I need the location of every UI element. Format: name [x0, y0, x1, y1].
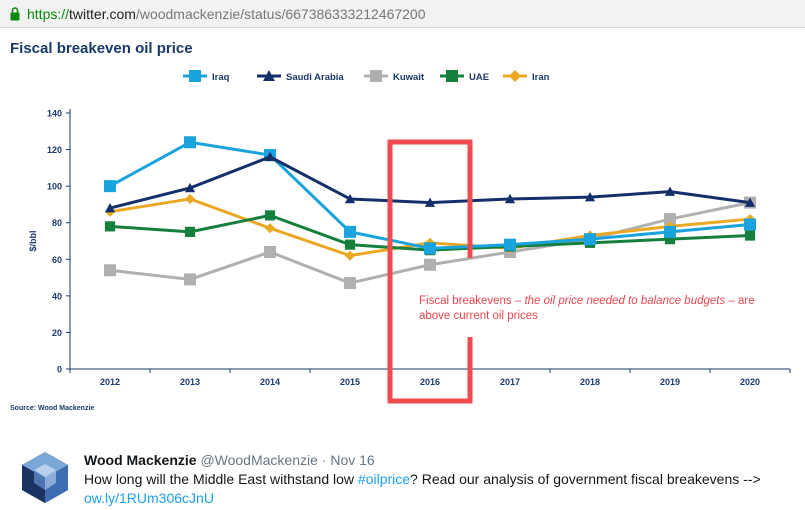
tweet-separator: · — [321, 452, 327, 468]
x-tick-label: 2018 — [580, 377, 600, 387]
data-point-uae — [664, 234, 676, 245]
chart-image: Fiscal breakeven oil price 0 20 40 60 80 100 1… — [0, 29, 805, 427]
y-axis-label: $/bbl — [28, 230, 38, 251]
data-point-kuwait — [664, 213, 676, 226]
tweet-header: Wood Mackenzie @WoodMackenzie · Nov 16 — [84, 452, 375, 468]
highlight-bracket — [387, 139, 473, 404]
y-tick-label: 60 — [52, 255, 62, 265]
url-text[interactable]: https://twitter.com/woodmackenzie/status… — [27, 6, 426, 22]
data-point-saudi-arabia — [504, 193, 516, 204]
data-point-kuwait — [104, 264, 116, 277]
data-point-iran — [184, 193, 196, 205]
data-point-saudi-arabia — [264, 151, 276, 162]
data-point-saudi-arabia — [664, 186, 676, 196]
data-point-saudi-arabia — [344, 193, 356, 204]
series-line-iraq — [109, 140, 751, 250]
tweet[interactable]: Wood Mackenzie @WoodMackenzie · Nov 16 H… — [0, 430, 805, 510]
url-path: /woodmackenzie/status/667386333212467200 — [135, 6, 426, 22]
data-point-iran — [264, 223, 276, 234]
data-point-iraq — [184, 136, 196, 149]
line-chart: 0 20 40 60 80 100 120 140 2012 2013 2014 2015 2016 20… — [28, 70, 791, 404]
source-note: Source: Wood Mackenzie — [10, 405, 95, 412]
data-point-iraq — [664, 225, 676, 238]
legend-label: UAE — [469, 72, 489, 83]
x-tick-label: 2012 — [100, 377, 120, 387]
legend-label: Iraq — [212, 72, 230, 83]
legend-marker — [189, 70, 201, 82]
data-point-iraq — [344, 225, 356, 238]
annotation-text: Fiscal breakevens – the oil price needed… — [419, 294, 779, 324]
y-tick-label: 0 — [57, 365, 62, 375]
x-tick-label: 2015 — [340, 377, 360, 387]
tweet-author-name[interactable]: Wood Mackenzie — [84, 452, 197, 468]
legend-label: Saudi Arabia — [286, 72, 344, 83]
x-tick-label: 2019 — [660, 377, 680, 387]
data-point-uae — [264, 210, 276, 221]
annotation-part-2: – are above current oil prices — [419, 295, 755, 322]
y-tick-label: 80 — [52, 218, 62, 228]
data-point-iraq — [424, 242, 436, 255]
legend-marker — [263, 70, 275, 81]
data-point-kuwait — [344, 277, 356, 290]
tweet-author-handle[interactable]: @WoodMackenzie — [200, 452, 318, 468]
annotation-italic: the oil price needed to balance budgets — [524, 295, 726, 307]
data-point-kuwait — [184, 273, 196, 286]
data-point-uae — [104, 221, 116, 232]
tweet-date[interactable]: Nov 16 — [330, 452, 375, 468]
x-tick-label: 2017 — [500, 377, 520, 387]
data-point-kuwait — [424, 258, 436, 271]
data-point-uae — [184, 226, 196, 237]
x-tick-label: 2016 — [420, 377, 440, 387]
data-point-iran — [344, 250, 356, 261]
data-point-saudi-arabia — [424, 197, 436, 207]
legend-marker — [370, 70, 382, 82]
tweet-text: How long will the Middle East withstand … — [84, 470, 784, 508]
data-point-saudi-arabia — [104, 202, 116, 213]
data-point-uae — [744, 230, 756, 241]
chart-title: Fiscal breakeven oil price — [10, 40, 193, 57]
data-point-saudi-arabia — [184, 182, 196, 193]
y-tick-label: 140 — [47, 109, 62, 119]
legend-label: Kuwait — [393, 72, 425, 83]
x-tick-label: 2013 — [180, 377, 200, 387]
tweet-text-part-2: ? Read our analysis of government fiscal… — [410, 471, 761, 487]
legend-label: Iran — [532, 72, 550, 83]
data-point-uae — [344, 239, 356, 250]
x-tick-label: 2014 — [260, 377, 280, 387]
data-point-saudi-arabia — [744, 197, 756, 207]
data-point-iraq — [104, 180, 116, 193]
y-tick-label: 100 — [47, 182, 62, 192]
data-point-iraq — [504, 238, 516, 251]
url-scheme: https:// — [27, 6, 70, 22]
legend-marker — [446, 70, 458, 82]
url-host: twitter.com — [69, 6, 136, 22]
data-point-saudi-arabia — [584, 192, 596, 202]
data-point-iraq — [584, 233, 596, 246]
lock-icon — [10, 7, 20, 21]
tweet-url-link[interactable]: ow.ly/1RUm306cJnU — [84, 490, 214, 506]
annotation-part-1: Fiscal breakevens – — [419, 295, 525, 307]
x-tick-label: 2020 — [740, 377, 760, 387]
tweet-text-part-1: How long will the Middle East withstand … — [84, 471, 358, 487]
y-tick-label: 120 — [47, 145, 62, 155]
y-tick-label: 40 — [52, 291, 62, 301]
hexagon-cube-logo-icon[interactable] — [18, 450, 72, 504]
y-tick-label: 20 — [52, 328, 62, 338]
legend-marker — [509, 70, 521, 82]
data-point-kuwait — [264, 245, 276, 258]
data-point-iraq — [744, 218, 756, 231]
address-bar[interactable]: https://twitter.com/woodmackenzie/status… — [0, 0, 805, 28]
tweet-hashtag-link[interactable]: #oilprice — [357, 471, 411, 487]
